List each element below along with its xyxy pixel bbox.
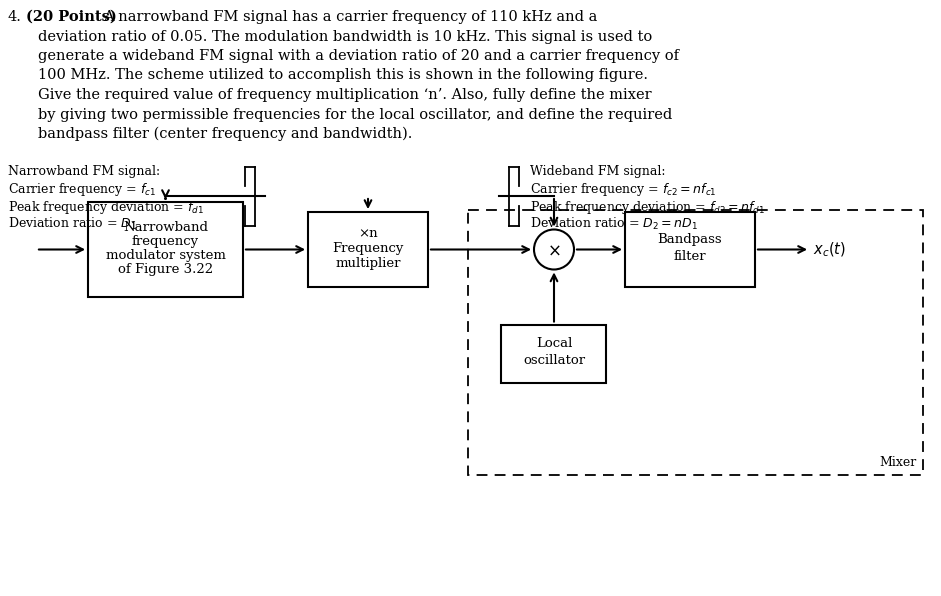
Text: Narrowband FM signal:: Narrowband FM signal:	[8, 164, 160, 178]
Text: generate a wideband FM signal with a deviation ratio of 20 and a carrier frequen: generate a wideband FM signal with a dev…	[38, 49, 679, 63]
Text: oscillator: oscillator	[523, 354, 585, 367]
Text: Deviation ratio = $D_1$: Deviation ratio = $D_1$	[8, 216, 137, 232]
Text: ×n: ×n	[359, 227, 378, 240]
Bar	[502, 324, 607, 383]
Bar	[88, 202, 243, 297]
Text: of Figure 3.22: of Figure 3.22	[118, 263, 213, 276]
Bar	[308, 212, 428, 287]
Text: frequency: frequency	[132, 235, 199, 248]
Text: 4.: 4.	[8, 10, 22, 24]
Text: $x_c(t)$: $x_c(t)$	[813, 240, 846, 259]
Text: bandpass filter (center frequency and bandwidth).: bandpass filter (center frequency and ba…	[38, 127, 412, 141]
Text: Peak frequency deviation = $f_{d1}$: Peak frequency deviation = $f_{d1}$	[8, 198, 204, 216]
Text: deviation ratio of 0.05. The modulation bandwidth is 10 kHz. This signal is used: deviation ratio of 0.05. The modulation …	[38, 29, 652, 44]
Text: $\times$: $\times$	[547, 241, 561, 259]
Text: A narrowband FM signal has a carrier frequency of 110 kHz and a: A narrowband FM signal has a carrier fre…	[103, 10, 598, 24]
Text: Wideband FM signal:: Wideband FM signal:	[530, 164, 665, 178]
Text: filter: filter	[674, 250, 707, 263]
Text: Frequency: Frequency	[332, 242, 404, 255]
Text: Mixer: Mixer	[880, 457, 917, 470]
Bar	[625, 212, 755, 287]
Text: Local: Local	[535, 337, 572, 350]
Text: modulator system: modulator system	[105, 249, 226, 262]
Text: Narrowband: Narrowband	[123, 221, 208, 234]
Text: multiplier: multiplier	[335, 257, 401, 270]
Text: Deviation ratio = $D_2 = nD_1$: Deviation ratio = $D_2 = nD_1$	[530, 216, 698, 232]
Bar	[468, 210, 923, 474]
Text: (20 Points): (20 Points)	[26, 10, 117, 24]
Text: Give the required value of frequency multiplication ‘n’. Also, fully define the : Give the required value of frequency mul…	[38, 88, 651, 102]
Text: 100 MHz. The scheme utilized to accomplish this is shown in the following figure: 100 MHz. The scheme utilized to accompli…	[38, 69, 648, 82]
Text: Bandpass: Bandpass	[658, 233, 723, 246]
Text: Carrier frequency = $f_{c1}$: Carrier frequency = $f_{c1}$	[8, 182, 156, 198]
Text: Carrier frequency = $f_{c2} = nf_{c1}$: Carrier frequency = $f_{c2} = nf_{c1}$	[530, 182, 717, 198]
Text: by giving two permissible frequencies for the local oscillator, and define the r: by giving two permissible frequencies fo…	[38, 107, 672, 122]
Text: Peak frequency deviation = $f_{d2} = nf_{d1}$: Peak frequency deviation = $f_{d2} = nf_…	[530, 198, 765, 216]
